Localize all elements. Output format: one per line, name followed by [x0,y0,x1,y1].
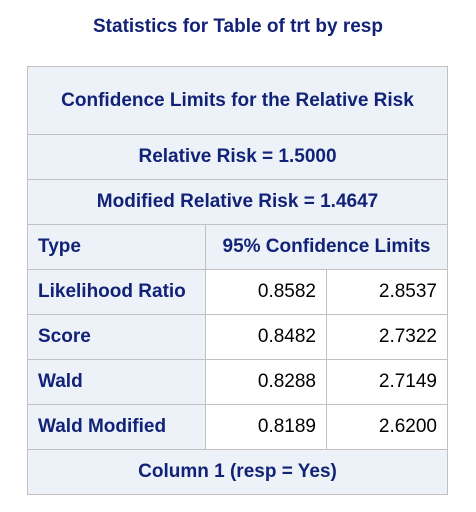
table-footer: Column 1 (resp = Yes) [27,449,448,495]
table-row: Wald Modified 0.8189 2.6200 [27,404,448,450]
table-row: Score 0.8482 2.7322 [27,314,448,360]
column-header-confidence-limits: 95% Confidence Limits [205,224,448,270]
confidence-limits-table: Confidence Limits for the Relative Risk … [27,66,448,495]
lower-limit-cell: 0.8482 [205,314,327,360]
modified-relative-risk-header: Modified Relative Risk = 1.4647 [27,179,448,225]
relative-risk-header: Relative Risk = 1.5000 [27,134,448,180]
page-title: Statistics for Table of trt by resp [93,16,383,37]
table-row: Likelihood Ratio 0.8582 2.8537 [27,269,448,315]
table-caption: Confidence Limits for the Relative Risk [27,66,448,135]
lower-limit-cell: 0.8582 [205,269,327,315]
table-row: Wald 0.8288 2.7149 [27,359,448,405]
upper-limit-cell: 2.7322 [326,314,448,360]
column-header-type: Type [27,224,206,270]
upper-limit-cell: 2.7149 [326,359,448,405]
row-label: Score [27,314,206,360]
lower-limit-cell: 0.8189 [205,404,327,450]
upper-limit-cell: 2.8537 [326,269,448,315]
upper-limit-cell: 2.6200 [326,404,448,450]
row-label: Wald Modified [27,404,206,450]
row-label: Wald [27,359,206,405]
lower-limit-cell: 0.8288 [205,359,327,405]
row-label: Likelihood Ratio [27,269,206,315]
